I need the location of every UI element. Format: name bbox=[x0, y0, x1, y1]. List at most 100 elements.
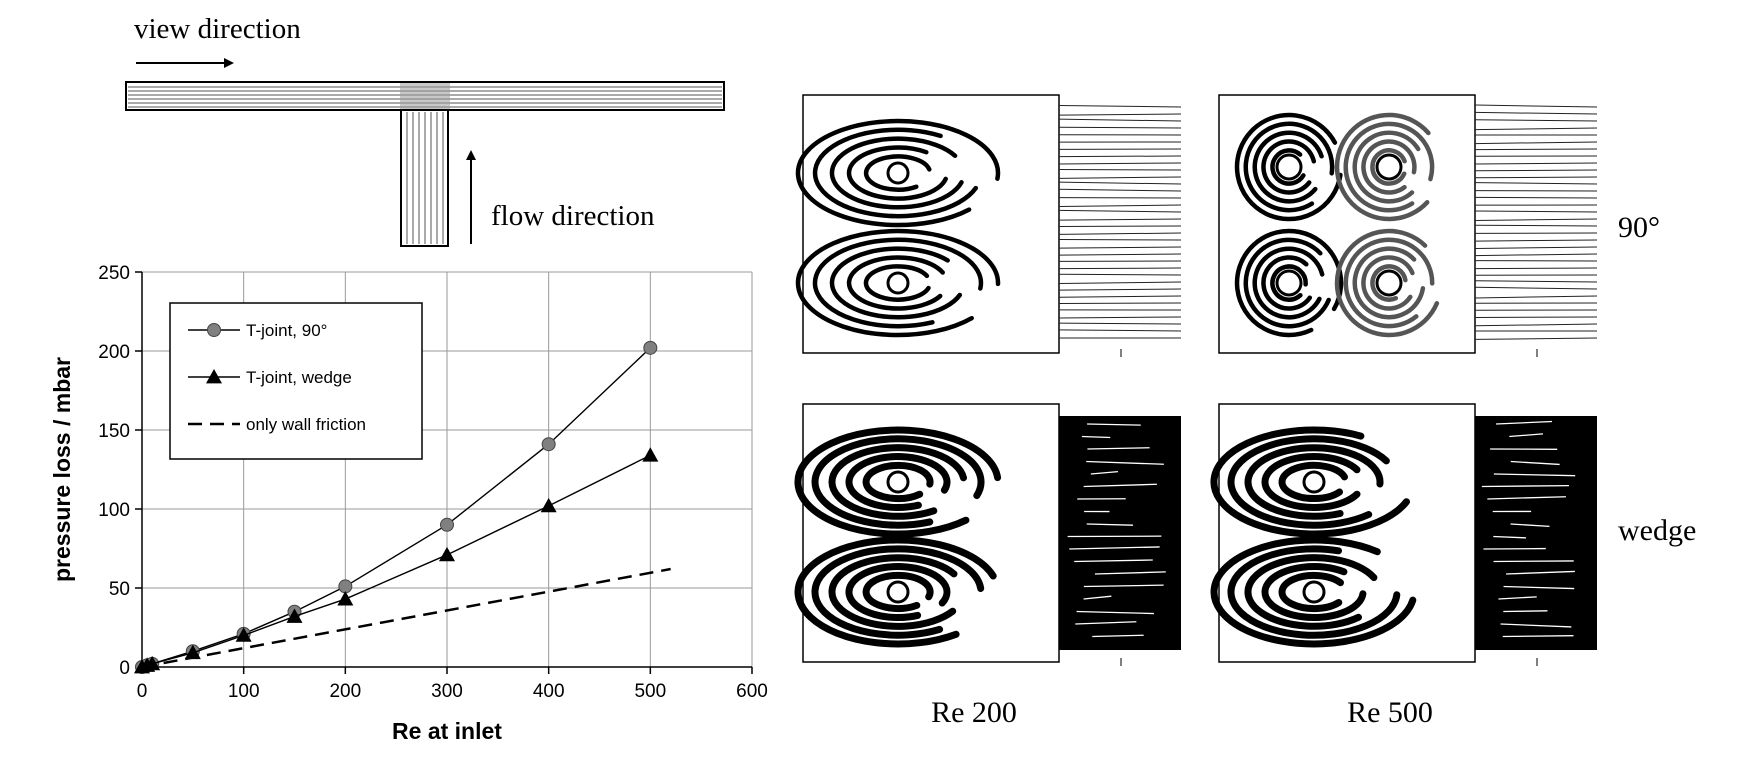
streamline-gap bbox=[1086, 460, 1164, 465]
streamline-panel-1 bbox=[1218, 94, 1598, 357]
data-point bbox=[338, 579, 353, 594]
streamline bbox=[1474, 196, 1598, 199]
data-point bbox=[642, 447, 659, 462]
vortex-streamline bbox=[846, 255, 945, 311]
vortex-streamline bbox=[1352, 130, 1421, 204]
vortex-core bbox=[1375, 269, 1403, 297]
legend-swatch-marker bbox=[206, 369, 222, 384]
streamline-gap bbox=[1506, 570, 1575, 575]
streamline-gap bbox=[1493, 473, 1576, 477]
streamline-gap bbox=[1076, 610, 1154, 615]
side-streamlines bbox=[1059, 416, 1181, 666]
x-tick-label: 500 bbox=[634, 681, 666, 702]
y-tick-label: 0 bbox=[119, 658, 130, 679]
vortex-core bbox=[886, 580, 910, 604]
dense-streamlines bbox=[1059, 416, 1181, 650]
streamline bbox=[1058, 302, 1182, 305]
vortex-streamline bbox=[828, 444, 967, 520]
vortex-streamline bbox=[1227, 435, 1390, 529]
data-point bbox=[337, 591, 354, 606]
chart-legend: T-joint, 90° T-joint, wedge only wall fric… bbox=[169, 302, 423, 460]
streamline bbox=[1474, 295, 1598, 299]
streamline bbox=[1474, 148, 1598, 151]
y-tick-label: 250 bbox=[98, 263, 130, 284]
vortex-streamline bbox=[846, 145, 948, 201]
series-line bbox=[141, 454, 651, 668]
data-point bbox=[540, 497, 557, 513]
vortex-streamline bbox=[811, 435, 985, 529]
streamline bbox=[1474, 280, 1598, 283]
dense-streamlines bbox=[1475, 416, 1597, 650]
streamline bbox=[1058, 238, 1182, 241]
streamline bbox=[1058, 273, 1182, 276]
vortex-streamline bbox=[1261, 453, 1361, 511]
streamline bbox=[1058, 162, 1182, 165]
vortex-streamline bbox=[1234, 112, 1343, 222]
data-point bbox=[541, 437, 556, 452]
y-tick-label: 150 bbox=[98, 421, 130, 442]
vertical-pipe-streamlines bbox=[406, 112, 444, 244]
vortex-streamline bbox=[1334, 112, 1431, 222]
flow-direction-label: flow direction bbox=[491, 200, 655, 232]
legend-item-2: only wall friction bbox=[188, 415, 366, 434]
series-2 bbox=[141, 567, 671, 669]
vortex-streamline bbox=[1227, 545, 1401, 639]
data-point bbox=[643, 340, 658, 355]
vortex-core bbox=[886, 271, 910, 295]
legend-item-1: T-joint, wedge bbox=[188, 368, 352, 387]
streamline bbox=[1058, 295, 1182, 298]
data-point bbox=[439, 546, 455, 562]
streamline bbox=[1474, 182, 1598, 185]
x-tick-label: 200 bbox=[329, 681, 361, 702]
vortex-streamline bbox=[812, 237, 984, 329]
x-tick-label: 400 bbox=[533, 681, 565, 702]
streamline bbox=[1058, 113, 1182, 116]
vortex-streamline bbox=[1252, 130, 1324, 204]
row-label-wedge: wedge bbox=[1618, 514, 1696, 547]
streamline-gap bbox=[1493, 535, 1527, 539]
pressure-loss-chart: 0 100 200 300 400 500 600 0 50 100 150 200 250 Re a… bbox=[49, 263, 768, 744]
streamline bbox=[1474, 239, 1598, 242]
streamline bbox=[1058, 176, 1182, 179]
streamline bbox=[1058, 288, 1182, 291]
vortex-streamline bbox=[828, 554, 958, 630]
streamline bbox=[1058, 188, 1182, 192]
vortex-streamline bbox=[863, 154, 932, 192]
vortex-streamline bbox=[1244, 554, 1378, 630]
vortex-streamline bbox=[794, 536, 997, 648]
streamline-gap bbox=[1498, 596, 1537, 600]
streamline-gap bbox=[1069, 546, 1160, 550]
streamline bbox=[1058, 126, 1182, 129]
streamline bbox=[1474, 337, 1598, 340]
streamline-panel-2 bbox=[794, 403, 1181, 666]
streamline bbox=[1058, 168, 1182, 171]
streamline-gap bbox=[1092, 634, 1144, 638]
streamline bbox=[1058, 322, 1182, 325]
vortex-streamline bbox=[862, 461, 934, 503]
legend-label: T-joint, 90° bbox=[246, 321, 327, 340]
streamline bbox=[1058, 253, 1182, 256]
vortex-streamline bbox=[1278, 461, 1348, 503]
streamline-gap bbox=[1496, 420, 1553, 425]
streamline bbox=[1474, 246, 1598, 249]
streamline-gap bbox=[1510, 460, 1560, 466]
vortex-streamline bbox=[1210, 426, 1410, 538]
streamline bbox=[1474, 162, 1598, 165]
streamline-gap bbox=[1503, 585, 1575, 590]
streamline bbox=[1058, 104, 1182, 108]
vortex-core bbox=[1275, 269, 1303, 297]
streamline-gap bbox=[1094, 571, 1166, 575]
vortex-streamline bbox=[862, 571, 934, 613]
streamline bbox=[1474, 169, 1598, 172]
series-1 bbox=[134, 447, 659, 674]
series-line bbox=[141, 567, 671, 669]
streamline bbox=[1058, 329, 1182, 332]
streamline-gap bbox=[1074, 559, 1153, 563]
streamline bbox=[1474, 127, 1598, 131]
vortex-streamline bbox=[795, 228, 1001, 338]
streamline-gap bbox=[1503, 610, 1548, 613]
streamline bbox=[1058, 209, 1182, 213]
col-label-re200: Re 200 bbox=[931, 696, 1017, 729]
x-tick-labels: 0 100 200 300 400 500 600 bbox=[137, 681, 768, 702]
legend-item-0: T-joint, 90° bbox=[188, 321, 327, 340]
